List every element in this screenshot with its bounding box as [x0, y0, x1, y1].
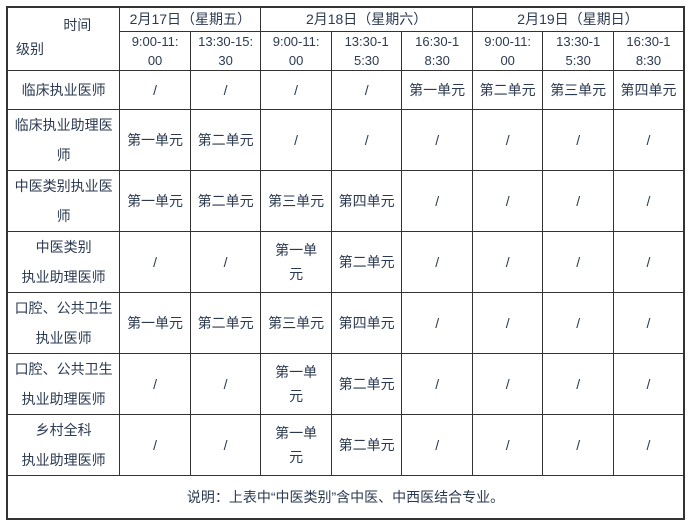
table-row: 乡村全科 执业助理医师 / / 第一单 元 第二单元 / / / /	[6, 413, 685, 476]
time-slot-header: 13:30-1 5:30	[330, 30, 403, 71]
schedule-cell: /	[471, 291, 544, 354]
row-label: 口腔、公共卫生 执业助理医师	[6, 352, 121, 415]
schedule-cell: /	[401, 352, 473, 415]
time-slot-header: 16:30-1 8:30	[401, 30, 473, 71]
schedule-cell: 第一单 元	[260, 352, 332, 415]
schedule-cell: /	[119, 352, 191, 415]
schedule-cell: /	[189, 413, 262, 476]
schedule-cell: /	[542, 352, 614, 415]
schedule-cell: 第二单元	[471, 69, 544, 110]
schedule-cell: /	[471, 352, 544, 415]
time-slot-header: 9:00-11: 00	[119, 30, 191, 71]
schedule-cell: /	[119, 230, 191, 293]
schedule-cell: /	[542, 169, 614, 232]
time-slot-header: 9:00-11: 00	[260, 30, 332, 71]
schedule-cell: /	[471, 169, 544, 232]
date-header-row: 时间 级别 2月17日（星期五） 2月18日（星期六） 2月19日（星期日）	[6, 6, 685, 71]
schedule-cell: 第一单元	[401, 69, 473, 110]
schedule-cell: 第一单 元	[260, 413, 332, 476]
schedule-cell: 第二单元	[189, 169, 262, 232]
schedule-cell: 第四单元	[330, 291, 403, 354]
table-row: 中医类别 执业助理医师 / / 第一单 元 第二单元 / / / /	[6, 230, 685, 293]
row-label: 中医类别 执业助理医师	[6, 230, 121, 293]
time-slot-header: 13:30-15: 30	[189, 30, 262, 71]
schedule-cell: 第二单元	[189, 291, 262, 354]
footer-row: 说明：上表中“中医类别”含中医、中西医结合专业。	[6, 474, 685, 520]
row-label: 临床执业助理医师	[6, 108, 121, 171]
schedule-cell: /	[542, 291, 614, 354]
schedule-cell: /	[189, 69, 262, 110]
schedule-cell: /	[401, 230, 473, 293]
table-row: 临床执业医师 / / / / 第一单元 第二单元 第三单元 第四单元	[6, 69, 685, 110]
row-label: 口腔、公共卫生 执业医师	[6, 291, 121, 354]
time-header-row: 9:00-11: 00 13:30-15: 30 9:00-11: 00 13:…	[7, 30, 685, 71]
schedule-cell: 第四单元	[330, 169, 403, 232]
schedule-cell: /	[612, 413, 685, 476]
schedule-cell: /	[189, 230, 262, 293]
corner-level-label: 级别	[16, 40, 44, 57]
table-row: 中医类别执业医师 第一单元 第二单元 第三单元 第四单元 / / / /	[6, 169, 685, 232]
schedule-cell: /	[612, 291, 685, 354]
schedule-cell: /	[119, 69, 191, 110]
date-header-friday: 2月17日（星期五）	[119, 6, 262, 32]
schedule-cell: 第二单元	[330, 230, 403, 293]
schedule-cell: /	[401, 413, 473, 476]
table-row: 临床执业助理医师 第一单元 第二单元 / / / / / /	[6, 108, 685, 171]
schedule-cell: 第三单元	[542, 69, 614, 110]
row-label: 乡村全科 执业助理医师	[6, 413, 121, 476]
schedule-cell: /	[471, 108, 544, 171]
schedule-cell: 第一单元	[119, 108, 191, 171]
table-row: 口腔、公共卫生 执业医师 第一单元 第二单元 第三单元 第四单元 / / / /	[6, 291, 685, 354]
schedule-cell: /	[612, 108, 685, 171]
footer-note: 说明：上表中“中医类别”含中医、中西医结合专业。	[6, 474, 685, 520]
schedule-cell: /	[119, 413, 191, 476]
schedule-cell: 第三单元	[260, 169, 332, 232]
schedule-cell: /	[542, 413, 614, 476]
schedule-cell: 第三单元	[260, 291, 332, 354]
schedule-cell: 第一单 元	[260, 230, 332, 293]
schedule-cell: 第一单元	[119, 291, 191, 354]
exam-schedule-page: 时间 级别 2月17日（星期五） 2月18日（星期六） 2月19日（星期日） 9…	[6, 6, 685, 520]
schedule-cell: /	[401, 108, 473, 171]
exam-schedule-table: 时间 级别 2月17日（星期五） 2月18日（星期六） 2月19日（星期日） 9…	[6, 6, 685, 520]
schedule-cell: 第二单元	[189, 108, 262, 171]
time-slot-header: 13:30-1 5:30	[542, 30, 614, 71]
table-row: 口腔、公共卫生 执业助理医师 / / 第一单 元 第二单元 / / / /	[6, 352, 685, 415]
time-slot-header: 9:00-11: 00	[471, 30, 544, 71]
schedule-cell: /	[401, 169, 473, 232]
schedule-cell: 第二单元	[330, 413, 403, 476]
date-header-saturday: 2月18日（星期六）	[260, 6, 473, 32]
date-header-sunday: 2月19日（星期日）	[471, 6, 685, 32]
schedule-cell: /	[330, 69, 403, 110]
row-label: 中医类别执业医师	[6, 169, 121, 232]
corner-header-cell: 时间 级别	[6, 6, 121, 71]
schedule-cell: 第二单元	[330, 352, 403, 415]
row-label: 临床执业医师	[6, 69, 121, 110]
corner-time-label: 时间	[63, 17, 92, 33]
schedule-cell: /	[471, 413, 544, 476]
schedule-cell: /	[542, 108, 614, 171]
schedule-cell: /	[189, 352, 262, 415]
schedule-cell: /	[330, 108, 403, 171]
schedule-cell: 第一单元	[119, 169, 191, 232]
schedule-cell: /	[542, 230, 614, 293]
schedule-cell: 第四单元	[612, 69, 685, 110]
schedule-cell: /	[612, 230, 685, 293]
schedule-cell: /	[401, 291, 473, 354]
schedule-cell: /	[260, 108, 332, 171]
schedule-cell: /	[612, 352, 685, 415]
schedule-cell: /	[612, 169, 685, 232]
schedule-cell: /	[260, 69, 332, 110]
time-slot-header: 16:30-1 8:30	[612, 30, 685, 71]
schedule-cell: /	[471, 230, 544, 293]
